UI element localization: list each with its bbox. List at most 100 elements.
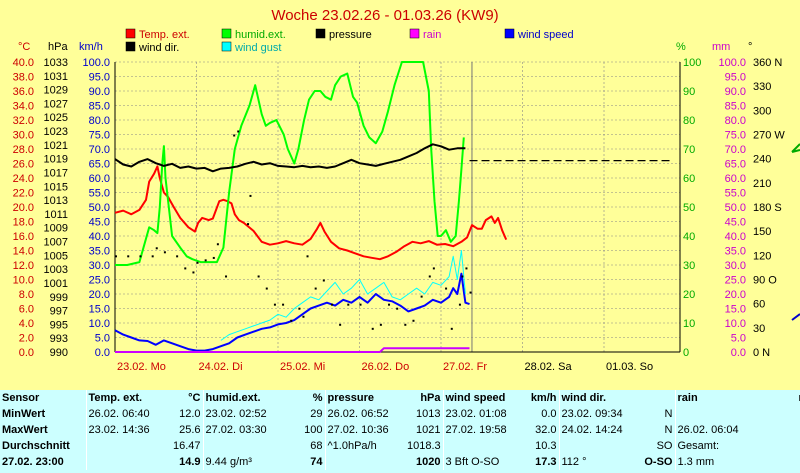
humid-tick-label: 80	[683, 115, 695, 127]
table-cell: 1013	[416, 408, 441, 420]
table-cell: 32.0	[535, 424, 557, 436]
humid-tick-label: 20	[683, 289, 695, 301]
table-row: 27.02. 23:00 14.9 9.44 g/m³ 74 1020 3 Bft O-S…	[0, 454, 800, 470]
pressure-tick-label: 1015	[44, 181, 68, 193]
table-cell: 68	[310, 440, 323, 452]
header-wind: wind speed	[442, 390, 519, 406]
humid-tick-label: 60	[683, 173, 695, 185]
wind-dir-dot	[371, 327, 374, 330]
pressure-tick-label: 1001	[44, 278, 68, 290]
x-tick-label: 01.03. So	[606, 361, 653, 373]
rain-tick-label: 20.0	[725, 289, 746, 301]
wind-tick-label: 55.0	[89, 188, 110, 200]
wind-tick-label: 30.0	[89, 260, 110, 272]
rain-tick-label: 60.0	[725, 173, 746, 185]
header-humid-unit: %	[312, 392, 323, 404]
table-cell: 16.47	[172, 440, 201, 452]
temp-tick-label: 8.0	[19, 289, 34, 301]
table-cell: 0	[763, 454, 800, 470]
rain-axis-unit: mm	[712, 41, 730, 53]
table-cell: 23.02. 02:52	[202, 406, 287, 422]
rain-tick-label: 80.0	[725, 115, 746, 127]
series-wind-speed	[114, 272, 470, 352]
pressure-tick-label: 1011	[44, 209, 68, 221]
legend-label: wind speed	[517, 29, 574, 41]
legend-label: wind gust	[234, 42, 281, 54]
temp-tick-label: 6.0	[19, 304, 34, 316]
table-cell: O-SO	[644, 456, 673, 468]
right-edge-mark	[791, 313, 800, 321]
table-cell: 23.02. 14:36	[85, 422, 168, 438]
table-cell: 9.44 g/m³	[202, 454, 287, 470]
wind-dir-dot	[379, 323, 382, 326]
legend-swatch	[221, 41, 232, 52]
wind-dir-dot	[458, 303, 461, 306]
rain-tick-label: 50.0	[725, 202, 746, 214]
table-cell: 17.3	[535, 456, 557, 468]
temp-tick-label: 0.0	[19, 347, 34, 359]
temp-tick-label: 28.0	[13, 144, 34, 156]
wind-dir-dot	[469, 291, 472, 294]
table-cell: Durchschnitt	[2, 440, 70, 452]
header-dir-spacer	[637, 390, 675, 406]
wind-dir-dot	[225, 275, 228, 278]
dir-tick-label: 360 N	[753, 57, 782, 69]
rain-tick-label: 70.0	[725, 144, 746, 156]
wind-tick-label: 70.0	[89, 144, 110, 156]
wind-dir-dot	[204, 259, 207, 262]
temp-tick-label: 12.0	[13, 260, 34, 272]
wind-dir-dot	[432, 267, 435, 270]
rain-tick-label: 5.0	[731, 333, 746, 345]
wind-dir-dot	[359, 303, 362, 306]
table-cell: 27.02. 23:00	[2, 456, 64, 468]
humid-tick-label: 50	[683, 202, 695, 214]
x-tick-label: 24.02. Di	[199, 361, 243, 373]
wind-dir-dot	[420, 295, 423, 298]
rain-tick-label: 100.0	[718, 57, 746, 69]
temp-tick-label: 10.0	[13, 275, 34, 287]
header-rain: rain	[674, 390, 763, 406]
wind-tick-label: 10.0	[89, 318, 110, 330]
header-dir: wind dir.	[558, 390, 637, 406]
wind-dir-dot	[115, 255, 117, 258]
rain-tick-label: 45.0	[725, 217, 746, 229]
chart-title: Woche 23.02.26 - 01.03.26 (KW9)	[271, 7, 498, 24]
table-cell	[763, 406, 800, 422]
table-cell	[85, 438, 168, 454]
table-cell: 1.3	[763, 422, 800, 438]
wind-dir-dot	[184, 267, 187, 270]
wind-dir-dot	[412, 319, 415, 322]
header-temp: Temp. ext.	[85, 390, 168, 406]
table-cell: 27.02. 19:58	[442, 422, 519, 438]
legend-swatch	[125, 28, 136, 39]
temp-tick-label: 34.0	[13, 101, 34, 113]
dir-tick-label: 330	[753, 81, 771, 93]
wind-tick-label: 80.0	[89, 115, 110, 127]
series-wind-gust	[220, 250, 466, 341]
wind-tick-label: 45.0	[89, 217, 110, 229]
temp-axis-unit: °C	[18, 41, 30, 53]
wind-tick-label: 5.0	[95, 333, 110, 345]
wind-dir-dot	[192, 271, 195, 274]
table-cell: 1018.3	[407, 440, 441, 452]
header-sensor: Sensor	[2, 392, 40, 404]
table-cell: 29	[310, 408, 323, 420]
legend-label: rain	[423, 29, 441, 41]
table-header-row: Sensor Temp. ext. °C humid.ext. % pressu…	[0, 390, 800, 406]
wind-tick-label: 0.0	[95, 347, 110, 359]
legend-swatch	[504, 28, 515, 39]
pressure-tick-label: 990	[50, 347, 68, 359]
dir-tick-label: 300	[753, 105, 771, 117]
wind-dir-dot	[396, 307, 399, 310]
x-tick-label: 23.02. Mo	[117, 361, 166, 373]
wind-tick-label: 50.0	[89, 202, 110, 214]
wind-tick-label: 100.0	[82, 57, 110, 69]
wind-dir-dot	[233, 134, 236, 137]
rain-tick-label: 95.0	[725, 72, 746, 84]
rain-tick-label: 25.0	[725, 275, 746, 287]
wind-dir-dot	[216, 243, 219, 246]
table-cell: 25.6	[179, 424, 201, 436]
wind-dir-dot	[428, 275, 431, 278]
dir-tick-label: 60	[753, 299, 765, 311]
temp-tick-label: 30.0	[13, 130, 34, 142]
